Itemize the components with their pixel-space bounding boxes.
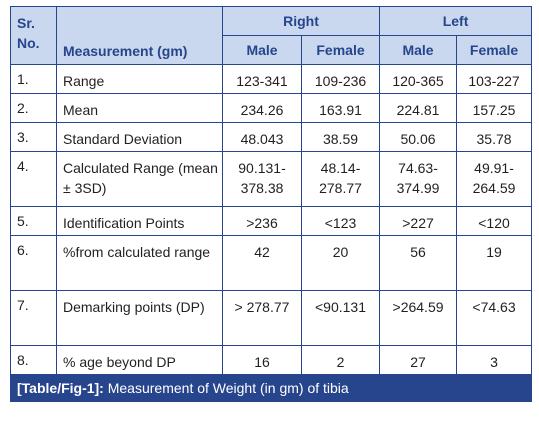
caption-label: [Table/Fig-1]: — [17, 380, 104, 396]
cell-right-male: >236 — [222, 206, 302, 236]
cell-left-female: <74.63 — [456, 290, 533, 346]
row-number: 2. — [10, 93, 57, 123]
table-row: 2. Mean 234.26 163.91 224.81 157.25 — [10, 93, 533, 123]
cell-right-female: 20 — [300, 235, 381, 291]
row-number: 4. — [10, 151, 57, 207]
row-number: 8. — [10, 345, 57, 375]
cell-right-female: 109-236 — [300, 64, 381, 94]
cell-right-male: 90.131-378.38 — [222, 151, 302, 207]
table-row: 3. Standard Deviation 48.043 38.59 50.06… — [10, 122, 533, 152]
subheader-left-male: Male — [379, 35, 458, 65]
cell-right-female: <123 — [300, 206, 381, 236]
table-row: 6. %from calculated range 42 20 56 19 — [10, 235, 533, 291]
table-row: 7. Demarking points (DP) > 278.77 <90.13… — [10, 290, 533, 346]
cell-right-male: > 278.77 — [222, 290, 302, 346]
table-row: 1. Range 123-341 109-236 120-365 103-227 — [10, 64, 533, 94]
subheader-right-female: Female — [300, 35, 381, 65]
cell-left-female: <120 — [456, 206, 533, 236]
table-row: 4. Calculated Range (mean ± 3SD) 90.131-… — [10, 151, 533, 207]
cell-left-male: 74.63-374.99 — [379, 151, 458, 207]
row-measurement: Calculated Range (mean ± 3SD) — [56, 151, 223, 207]
row-measurement: % age beyond DP — [56, 345, 223, 375]
row-number: 5. — [10, 206, 57, 236]
subheader-right-male: Male — [222, 35, 302, 65]
cell-right-female: 2 — [300, 345, 381, 375]
cell-left-male: 27 — [379, 345, 458, 375]
subheader-left-female: Female — [456, 35, 533, 65]
cell-right-male: 234.26 — [222, 93, 302, 123]
cell-left-male: 120-365 — [379, 64, 458, 94]
cell-right-male: 42 — [222, 235, 302, 291]
row-measurement: Identification Points — [56, 206, 223, 236]
cell-right-female: 38.59 — [300, 122, 381, 152]
table-row: 5. Identification Points >236 <123 >227 … — [10, 206, 533, 236]
cell-left-male: 50.06 — [379, 122, 458, 152]
row-number: 6. — [10, 235, 57, 291]
sr-no-header: Sr. No. — [10, 6, 57, 65]
cell-right-female: 48.14-278.77 — [300, 151, 381, 207]
group-header-left: Left — [379, 6, 533, 36]
row-measurement: Range — [56, 64, 223, 94]
measurement-table: Sr. No. Measurement (gm) Right Left Male… — [9, 6, 533, 402]
table-container: Sr. No. Measurement (gm) Right Left Male… — [9, 6, 533, 402]
row-measurement: Demarking points (DP) — [56, 290, 223, 346]
cell-left-female: 3 — [456, 345, 533, 375]
cell-right-female: <90.131 — [300, 290, 381, 346]
row-number: 1. — [10, 64, 57, 94]
table-row: 8. % age beyond DP 16 2 27 3 — [10, 345, 533, 375]
row-number: 7. — [10, 290, 57, 346]
cell-left-male: >264.59 — [379, 290, 458, 346]
row-measurement: %from calculated range — [56, 235, 223, 291]
cell-left-female: 103-227 — [456, 64, 533, 94]
cell-left-female: 35.78 — [456, 122, 533, 152]
group-header-right: Right — [221, 6, 381, 36]
row-measurement: Mean — [56, 93, 223, 123]
cell-left-female: 157.25 — [456, 93, 533, 123]
caption-row: [Table/Fig-1]: Measurement of Weight (in… — [9, 374, 533, 402]
cell-left-male: 224.81 — [379, 93, 458, 123]
measurement-header: Measurement (gm) — [56, 6, 223, 65]
table-caption: [Table/Fig-1]: Measurement of Weight (in… — [9, 374, 533, 402]
row-number: 3. — [10, 122, 57, 152]
cell-left-male: 56 — [379, 235, 458, 291]
cell-left-male: >227 — [379, 206, 458, 236]
caption-text: Measurement of Weight (in gm) of tibia — [107, 380, 349, 396]
cell-left-female: 49.91-264.59 — [456, 151, 533, 207]
cell-left-female: 19 — [456, 235, 533, 291]
cell-right-male: 123-341 — [222, 64, 302, 94]
cell-right-male: 48.043 — [222, 122, 302, 152]
cell-right-male: 16 — [222, 345, 302, 375]
row-measurement: Standard Deviation — [56, 122, 223, 152]
cell-right-female: 163.91 — [300, 93, 381, 123]
